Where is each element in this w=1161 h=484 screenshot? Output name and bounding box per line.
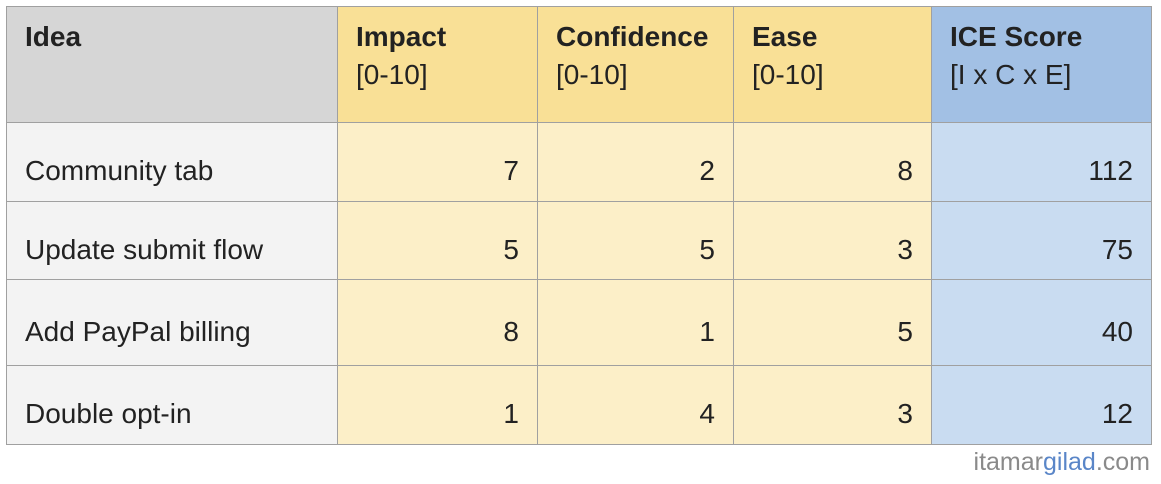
score-cell: 8 bbox=[337, 279, 538, 366]
column-header: Confidence [0-10] bbox=[537, 6, 734, 123]
score-cell: 3 bbox=[733, 365, 932, 445]
score-cell: 3 bbox=[733, 201, 932, 280]
score-cell: 40 bbox=[931, 279, 1152, 366]
column-title: Impact bbox=[356, 21, 447, 52]
score-cell: 112 bbox=[931, 122, 1152, 202]
ice-table: Idea Impact [0-10] Confidence [0-10] Ease [0-1… bbox=[6, 6, 1152, 445]
column-subtitle: [0-10] bbox=[556, 59, 628, 90]
column-title: ICE Score bbox=[950, 21, 1083, 52]
score-cell: 8 bbox=[733, 122, 932, 202]
score-cell: 7 bbox=[337, 122, 538, 202]
table-row: Community tab 7 2 8 112 bbox=[6, 122, 1152, 202]
score-cell: 1 bbox=[537, 279, 734, 366]
column-header: Ease [0-10] bbox=[733, 6, 932, 123]
score-cell: 2 bbox=[537, 122, 734, 202]
table-row: Update submit flow 5 5 3 75 bbox=[6, 201, 1152, 280]
score-cell: 1 bbox=[337, 365, 538, 445]
idea-cell: Update submit flow bbox=[6, 201, 338, 280]
column-title: Idea bbox=[25, 21, 82, 52]
score-cell: 4 bbox=[537, 365, 734, 445]
table-body: Community tab 7 2 8 112 Update submit flow 5 5 3… bbox=[6, 122, 1152, 445]
column-title: Ease bbox=[752, 21, 818, 52]
footer-text: .com bbox=[1095, 448, 1150, 476]
column-subtitle: [0-10] bbox=[356, 59, 428, 90]
table-row: Add PayPal billing 8 1 5 40 bbox=[6, 279, 1152, 366]
score-cell: 5 bbox=[537, 201, 734, 280]
column-title: Confidence bbox=[556, 21, 709, 52]
footer-text: itamar bbox=[973, 448, 1043, 476]
header-row: Idea Impact [0-10] Confidence [0-10] Ease [0-1… bbox=[6, 6, 1152, 123]
column-subtitle: [0-10] bbox=[752, 59, 824, 90]
idea-cell: Double opt-in bbox=[6, 365, 338, 445]
score-cell: 5 bbox=[733, 279, 932, 366]
column-header: Idea bbox=[6, 6, 338, 123]
score-cell: 5 bbox=[337, 201, 538, 280]
score-cell: 75 bbox=[931, 201, 1152, 280]
footer: itamargilad.com bbox=[974, 448, 1150, 477]
idea-cell: Community tab bbox=[6, 122, 338, 202]
table-row: Double opt-in 1 4 3 12 bbox=[6, 365, 1152, 445]
column-header: ICE Score [I x C x E] bbox=[931, 6, 1152, 123]
footer-text: gilad bbox=[1042, 448, 1096, 476]
column-header: Impact [0-10] bbox=[337, 6, 538, 123]
column-subtitle: [I x C x E] bbox=[950, 59, 1072, 90]
idea-cell: Add PayPal billing bbox=[6, 279, 338, 366]
score-cell: 12 bbox=[931, 365, 1152, 445]
